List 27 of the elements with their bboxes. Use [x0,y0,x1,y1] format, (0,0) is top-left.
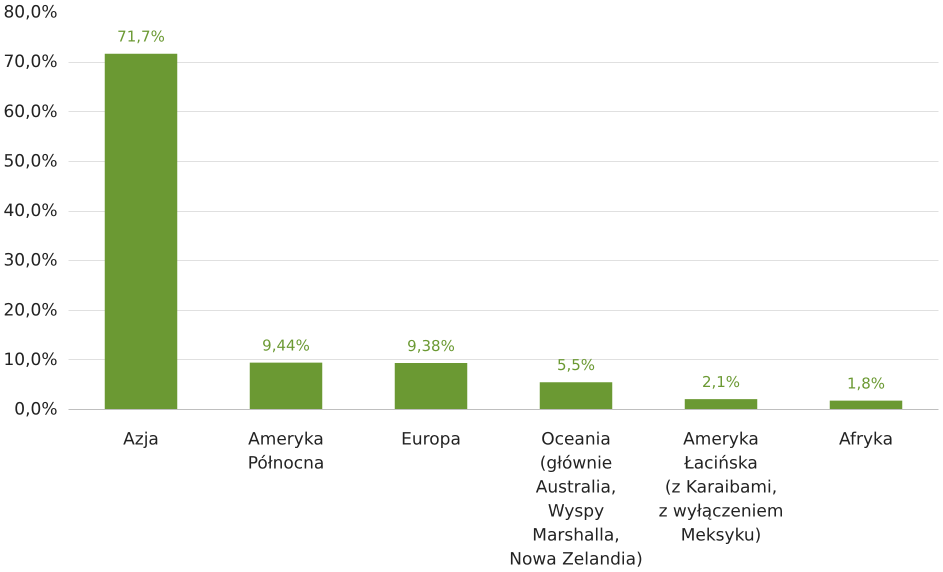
data-label: 9,44% [262,336,310,355]
data-label: 2,1% [702,373,740,392]
x-tick-label: Europa [401,430,461,450]
data-label: 71,7% [117,28,165,46]
y-tick-label: 10,0% [3,350,58,370]
y-tick-label: 40,0% [3,201,58,221]
y-tick-label: 70,0% [3,52,58,72]
y-tick-label: 80,0% [3,2,58,22]
bar [394,362,468,410]
y-tick-label: 0,0% [14,400,58,420]
bar [540,382,612,410]
data-label: 1,8% [846,374,886,393]
y-tick-label: 60,0% [3,102,58,122]
data-label: 9,38% [407,336,455,355]
x-tick-label: Ameryka Łacińska (z Karaibami, z wyłączeniem Meksyku) [658,430,784,546]
x-tick-label: Ameryka Północna [248,430,324,474]
bar [250,362,322,410]
bar [684,399,758,410]
y-tick-label: 20,0% [3,300,58,320]
y-tick-label: 30,0% [3,250,58,271]
data-label: 5,5% [556,356,596,374]
bar [104,54,178,410]
x-tick-label: Oceania (głównie Australia, Wyspy Marshalla, Nowa Zelandia) [509,430,643,570]
x-tick-label: Azja [123,430,159,450]
y-tick-label: 50,0% [3,151,58,172]
bar [830,400,902,410]
x-tick-label: Afryka [838,430,894,450]
